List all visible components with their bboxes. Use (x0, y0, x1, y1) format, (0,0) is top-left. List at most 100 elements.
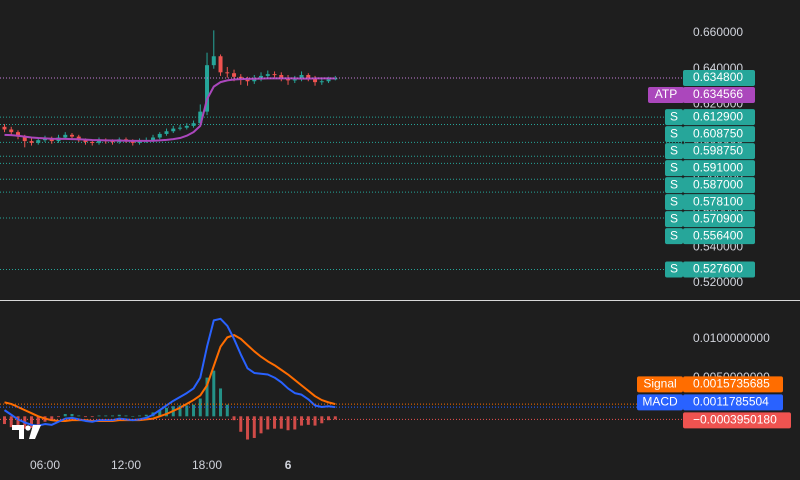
histogram-bar (192, 404, 196, 417)
last-price-badge (683, 70, 755, 87)
y-tick-label: 0.660000 (693, 25, 743, 39)
histogram-bar (111, 415, 115, 417)
candle-body (29, 141, 34, 143)
histogram-bar (50, 416, 54, 421)
candle-body (259, 75, 264, 79)
level-value-badge (683, 177, 755, 194)
candle-body (151, 137, 156, 141)
histogram-bar (333, 416, 337, 420)
level-value: 0.578100 (693, 194, 743, 208)
level-tag-badge (665, 109, 683, 126)
macd-name: Signal (643, 377, 676, 391)
histogram-bar (158, 410, 162, 417)
candle-body (36, 140, 41, 143)
level-tag-badge (665, 194, 683, 211)
level-value-badge (683, 126, 755, 143)
level-tag-badge (665, 261, 683, 278)
histogram-bar (16, 416, 20, 429)
candle-body (319, 81, 324, 83)
histogram-bar (63, 413, 67, 417)
macd-name-badge (637, 376, 683, 393)
level-value-badge (683, 194, 755, 211)
candle-body (90, 141, 95, 143)
level-tag: S (670, 143, 678, 157)
macd-name: MACD (642, 395, 678, 409)
level-value-badge (683, 109, 755, 126)
candle-body (70, 134, 75, 137)
level-value: 0.612900 (693, 109, 743, 123)
level-tag: S (670, 177, 678, 191)
candle-body (313, 77, 318, 83)
level-value-badge (683, 228, 755, 245)
candle-body (9, 129, 14, 133)
histogram-bar (165, 407, 169, 417)
level-value: 0.587000 (693, 177, 743, 191)
candle-body (191, 123, 196, 126)
level-value-badge (683, 160, 755, 177)
histogram-bar (90, 416, 94, 418)
candle-body (211, 56, 216, 66)
candle-body (137, 141, 142, 143)
level-value: 0.556400 (693, 228, 743, 242)
level-value-badge (683, 211, 755, 228)
level-value: 0.608750 (693, 126, 743, 140)
histogram-bar (205, 377, 209, 417)
candle-body (110, 141, 115, 143)
histogram-bar (239, 416, 243, 432)
atp-name: ATP (655, 87, 677, 101)
candle-body (333, 78, 338, 80)
level-value-badge (683, 261, 755, 278)
level-tag-badge (665, 126, 683, 143)
candle-body (164, 131, 169, 134)
candle-body (245, 79, 250, 82)
candle-body (225, 72, 230, 74)
y-tick-label: 0.0100000000 (693, 331, 770, 345)
candle-body (171, 128, 176, 132)
atp-value: 0.634566 (693, 87, 743, 101)
candle-body (205, 65, 210, 112)
candle-body (272, 74, 277, 76)
level-tag-badge (665, 160, 683, 177)
watermark-logo (12, 425, 41, 439)
level-tag: S (670, 126, 678, 140)
candle-body (292, 79, 297, 81)
histogram-bar (30, 416, 34, 428)
level-value: 0.591000 (693, 160, 743, 174)
atp-line (4, 77, 336, 142)
candle-body (15, 132, 20, 137)
x-tick-label: 06:00 (30, 458, 60, 472)
level-value: 0.598750 (693, 143, 743, 157)
histogram-bar (306, 416, 310, 425)
histogram-bar (300, 416, 304, 426)
histogram-bar (252, 416, 256, 438)
level-tag: S (670, 109, 678, 123)
macd-value: 0.0015735685 (693, 377, 770, 391)
histogram-bar (144, 414, 148, 417)
histogram-bar (36, 416, 40, 426)
candle-body (232, 73, 237, 77)
histogram-bar (198, 398, 202, 417)
macd-name-badge (637, 394, 683, 411)
candle-body (218, 56, 223, 73)
histogram-bar (279, 416, 283, 429)
candle-body (184, 125, 189, 128)
histogram-bar (286, 416, 290, 431)
histogram-bar (57, 416, 61, 418)
level-tag: S (670, 211, 678, 225)
level-tag-badge (665, 177, 683, 194)
level-value: 0.527600 (693, 262, 743, 276)
last-price-label: 0.634800 (693, 70, 743, 84)
histogram-bar (2, 416, 6, 425)
candle-body (279, 75, 284, 78)
level-tag: S (670, 262, 678, 276)
histogram-bar (138, 415, 142, 417)
candle-body (157, 133, 162, 138)
histogram-bar (104, 415, 108, 417)
macd-value: 0.0011785504 (693, 395, 769, 409)
x-tick-label: 18:00 (192, 458, 222, 472)
level-tag: S (670, 228, 678, 242)
macd-value-badge (683, 376, 783, 393)
histogram-bar (273, 416, 277, 429)
atp-value-badge (683, 87, 755, 104)
level-tag: S (670, 194, 678, 208)
